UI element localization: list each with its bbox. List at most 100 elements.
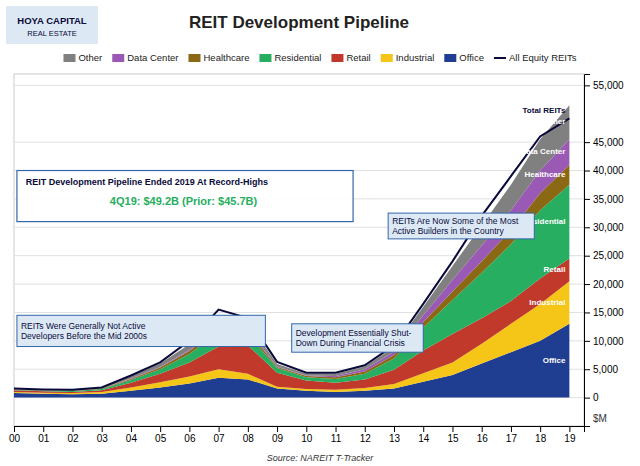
- x-tick-label: 12: [360, 433, 372, 444]
- y-tick: 35,000: [584, 194, 624, 205]
- x-tick-label: 18: [535, 433, 547, 444]
- legend-label: Industrial: [396, 52, 435, 63]
- x-tick-mark: [365, 426, 366, 432]
- grid-line: [14, 142, 584, 143]
- x-tick: 03: [97, 426, 109, 444]
- chart-root: 0 5,000 10,000 15,000 20,000 25,000 30,000 35,0…: [0, 0, 640, 466]
- x-tick-mark: [219, 426, 220, 432]
- y-tick-mark: [584, 369, 590, 370]
- annotation-box-frame: [292, 324, 424, 352]
- title: REIT Development Pipeline: [189, 13, 409, 32]
- y-tick-label: 30,000: [593, 222, 624, 233]
- legend-swatch: [259, 54, 271, 62]
- legend-swatch: [381, 54, 393, 62]
- x-tick-mark: [248, 426, 249, 432]
- x-tick-label: 15: [447, 433, 459, 444]
- y-tick-label: 55,000: [593, 80, 624, 91]
- legend-swatch: [331, 54, 343, 62]
- x-tick-label: 10: [301, 433, 313, 444]
- y-tick: 30,000: [584, 222, 624, 233]
- line: [14, 118, 569, 389]
- annotation-line: Developers Before the Mid 2000s: [21, 331, 147, 341]
- series-end-label: Office: [543, 356, 566, 365]
- y-tick: 10,000: [584, 336, 624, 347]
- x-tick: 12: [360, 426, 372, 444]
- y-tick-label: 0: [593, 392, 599, 403]
- summary-box-frame: [17, 171, 353, 222]
- legend: OtherData CenterHealthcareResidentialRet…: [63, 52, 576, 63]
- legend-swatch: [494, 57, 506, 59]
- logo-box: [6, 6, 98, 44]
- x-tick: 18: [535, 426, 547, 444]
- x-tick: 17: [506, 426, 518, 444]
- summary-value: 4Q19: $49.2B (Prior: $45.7B): [110, 195, 258, 207]
- legend-item: Office: [444, 52, 484, 63]
- x-tick: 01: [38, 426, 50, 444]
- y-axis: 0 5,000 10,000 15,000 20,000 25,000 30,000 35,0…: [584, 75, 624, 427]
- annotations: OfficeIndustrialRetailResidentialHealthc…: [17, 106, 566, 365]
- x-tick-mark: [336, 426, 337, 432]
- y-tick: 25,000: [584, 250, 624, 261]
- x-tick-mark: [540, 426, 541, 432]
- legend-item: All Equity REITs: [494, 52, 577, 63]
- x-tick-label: 05: [155, 433, 167, 444]
- x-tick-label: 07: [214, 433, 226, 444]
- y-tick-label: 45,000: [593, 137, 624, 148]
- series-end-label: Healthcare: [524, 170, 565, 179]
- legend-item: Retail: [331, 52, 370, 63]
- y-tick-mark: [584, 171, 590, 172]
- x-tick-label: 17: [506, 433, 518, 444]
- y-tick: 0: [584, 392, 599, 403]
- y-tick-mark: [584, 284, 590, 285]
- x-tick: 16: [477, 426, 489, 444]
- y-tick-label: 5,000: [593, 364, 618, 375]
- annotation-box: REITs Were Generally Not ActiveDeveloper…: [17, 315, 265, 346]
- annotation-box: REITs Are Now Some of the MostActive Bui…: [388, 213, 534, 239]
- legend-swatch: [63, 54, 75, 62]
- x-tick-label: 16: [477, 433, 489, 444]
- x-tick-mark: [569, 426, 570, 432]
- x-tick-label: 02: [67, 433, 79, 444]
- x-tick-label: 06: [184, 433, 196, 444]
- x-tick: 06: [184, 426, 196, 444]
- legend-swatch: [188, 54, 200, 62]
- x-tick-mark: [102, 426, 103, 432]
- y-tick-mark: [584, 199, 590, 200]
- y-tick-label: 10,000: [593, 336, 624, 347]
- x-tick-label: 08: [243, 433, 255, 444]
- annotation-line: Active Builders in the Country: [392, 226, 504, 236]
- y-tick-mark: [584, 341, 590, 342]
- logo: HOYA CAPITALREAL ESTATE: [6, 6, 98, 44]
- y-tick: 20,000: [584, 279, 624, 290]
- y-axis-label: $M: [593, 413, 607, 424]
- x-tick: 15: [447, 426, 459, 444]
- legend-item: Other: [63, 52, 102, 63]
- area: [14, 139, 569, 391]
- series-end-label: Industrial: [529, 298, 565, 307]
- x-tick-mark: [423, 426, 424, 432]
- series-end-label: Data Center: [520, 147, 565, 156]
- x-axis-line: [15, 427, 585, 433]
- x-tick-label: 09: [272, 433, 284, 444]
- x-tick-mark: [394, 426, 395, 432]
- legend-item: Residential: [259, 52, 321, 63]
- x-tick-label: 00: [9, 433, 21, 444]
- x-tick-mark: [160, 426, 161, 432]
- x-tick: 07: [214, 426, 226, 444]
- x-tick: 14: [418, 426, 430, 444]
- x-tick: 11: [331, 426, 342, 444]
- annotation-line: Development Essentially Shut-: [296, 328, 412, 338]
- legend-label: Healthcare: [203, 52, 249, 63]
- annotation-line: REITs Are Now Some of the Most: [392, 216, 519, 226]
- y-tick-label: 15,000: [593, 307, 624, 318]
- x-tick: 08: [243, 426, 255, 444]
- y-tick-mark: [584, 312, 590, 313]
- x-tick: 02: [67, 426, 79, 444]
- legend-label: All Equity REITs: [509, 52, 577, 63]
- series-end-label: Other: [544, 117, 565, 126]
- area: [14, 105, 569, 391]
- y-tick-mark: [584, 256, 590, 257]
- x-tick-mark: [72, 426, 73, 432]
- x-tick: 05: [155, 426, 167, 444]
- annotation-box-frame: [17, 315, 265, 346]
